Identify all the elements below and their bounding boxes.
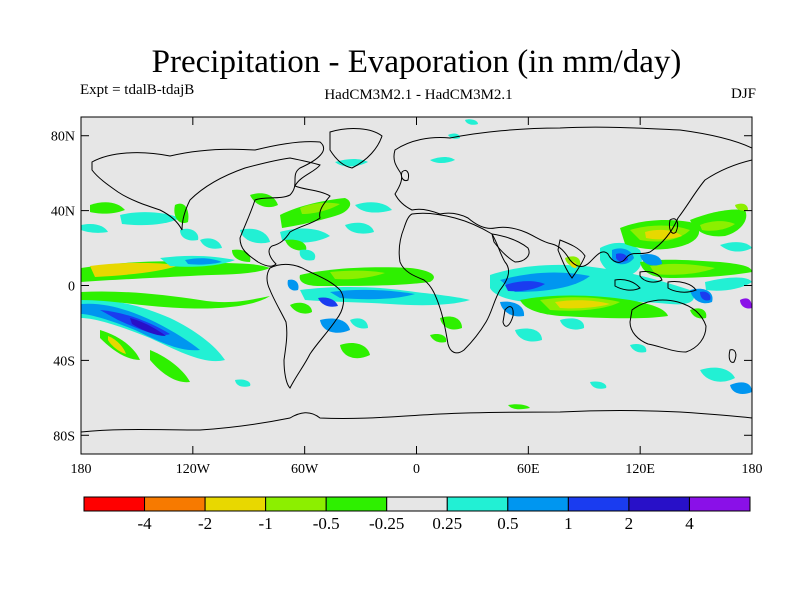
lat-tick-label: 80N [51,130,75,145]
colorbar-swatch [204,496,267,512]
colorbar-swatch [144,496,206,512]
lon-tick-label: 180 [71,462,92,477]
colorbar-label: 2 [625,514,634,533]
colorbar-label: -0.25 [369,514,404,533]
lat-tick-label: 40N [51,205,75,220]
colorbar-swatch [628,496,690,512]
colorbar-swatch [83,496,146,512]
colorbar: -4 -2 -1 -0.5 -0.25 0.25 0.5 1 2 4 [83,496,751,533]
colorbar-label: -4 [137,514,152,533]
lon-tick-label: 60W [291,462,319,477]
lat-tick-label: 0 [68,280,75,295]
colorbar-label: -0.5 [313,514,340,533]
lon-tick-label: 120W [176,462,211,477]
colorbar-label: 0.5 [497,514,518,533]
experiment-label: Expt = tdalB-tdajB [80,82,195,98]
coastlines [81,126,752,433]
colorbar-swatch [325,496,388,512]
model-label: HadCM3M2.1 - HadCM3M2.1 [324,87,513,103]
colorbar-swatch [688,496,751,512]
lat-tick-label: 40S [53,354,75,369]
lon-tick-label: 60E [517,462,540,477]
colorbar-swatch [386,496,448,512]
latitude-axis: 80N 40N 0 40S 80S [51,130,752,444]
lon-tick-label: 120E [625,462,655,477]
colorbar-label: -1 [259,514,273,533]
lon-tick-label: 180 [742,462,763,477]
colorbar-swatch [446,496,509,512]
colorbar-label: 1 [564,514,573,533]
colorbar-swatch [265,496,327,512]
colorbar-swatch [567,496,630,512]
anomaly-field [81,119,752,410]
lat-tick-label: 80S [53,429,75,444]
colorbar-swatch [507,496,569,512]
figure-title: Precipitation - Evaporation (in mm/day) [151,44,682,80]
season-label: DJF [730,86,756,102]
lon-tick-label: 0 [413,462,420,477]
colorbar-label: 4 [685,514,694,533]
colorbar-label: -2 [198,514,212,533]
colorbar-label: 0.25 [432,514,462,533]
longitude-axis: 180 120W 60W 0 60E 120E 180 [71,117,763,477]
